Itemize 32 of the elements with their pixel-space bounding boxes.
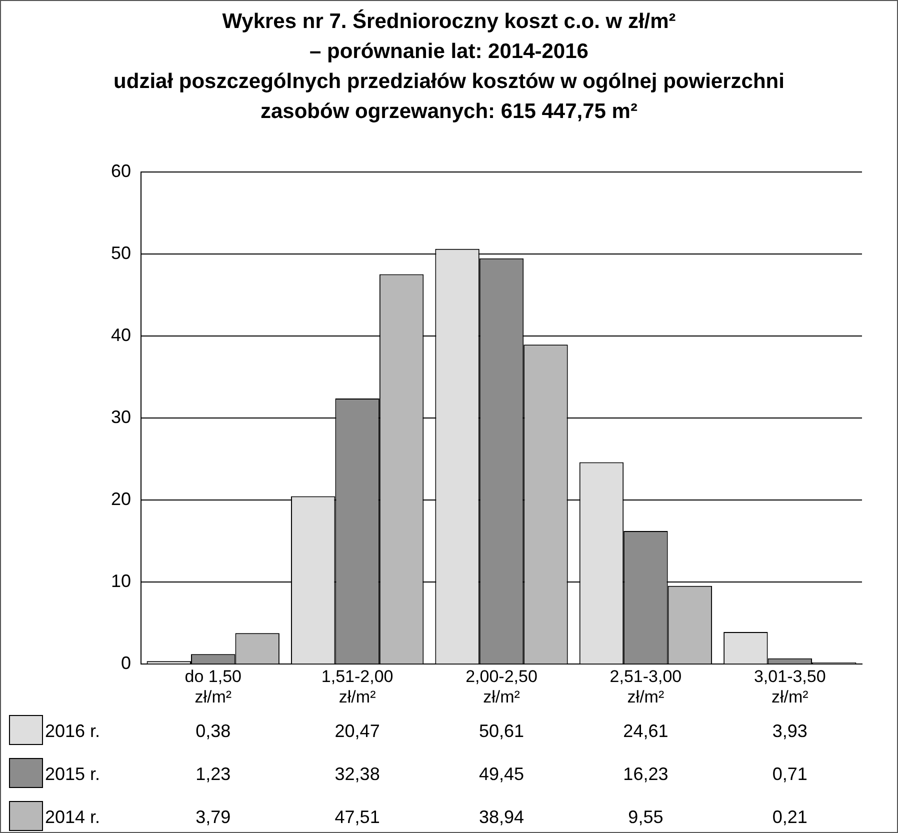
data-label: 0,38 (196, 721, 231, 742)
data-label: 20,47 (334, 721, 380, 742)
x-tick-label: 3,01-3,50 zł/m² (754, 667, 826, 706)
data-label: 0,71 (772, 764, 808, 785)
legend-label: 2014 r. (45, 807, 100, 828)
data-label: 32,38 (334, 764, 380, 785)
data-label: 50,61 (478, 721, 524, 742)
y-tick-label: 50 (110, 242, 132, 263)
y-tick-label: 0 (121, 653, 132, 674)
x-tick-label: 1,51-2,00 zł/m² (321, 667, 394, 706)
x-tick-label: 2,00-2,50 zł/m² (466, 667, 538, 706)
data-label: 0,21 (772, 807, 808, 828)
y-tick-label: 60 (110, 160, 132, 181)
legend-label: 2016 r. (45, 721, 100, 742)
y-tick-label: 40 (110, 324, 132, 345)
data-label: 49,45 (478, 764, 524, 785)
data-label: 1,23 (196, 764, 231, 785)
legend-label: 2015 r. (45, 764, 100, 785)
data-label: 9,55 (628, 807, 664, 828)
chart-title: Wykres nr 7. Średnioroczny koszt c.o. w zł/m² – porównanie lat: 2014-2016 (221, 8, 677, 65)
y-tick-label: 20 (110, 489, 132, 510)
data-label: 3,93 (772, 721, 808, 742)
data-label: 24,61 (623, 721, 668, 742)
data-label: 16,23 (623, 764, 668, 785)
x-tick-label: 2,51-3,00 zł/m² (610, 667, 682, 706)
data-label: 38,94 (478, 807, 524, 828)
chart-subtitle: udział poszczególnych przedziałów kosztów w ogólnej powierzchni zasobów ogrzewanych: 615 447,75 m² (112, 69, 786, 125)
y-tick-label: 10 (110, 571, 132, 592)
x-tick-label: do 1,50 zł/m² (184, 667, 242, 706)
data-label: 3,79 (196, 807, 231, 828)
y-tick-label: 30 (110, 406, 132, 427)
data-label: 47,51 (334, 807, 380, 828)
